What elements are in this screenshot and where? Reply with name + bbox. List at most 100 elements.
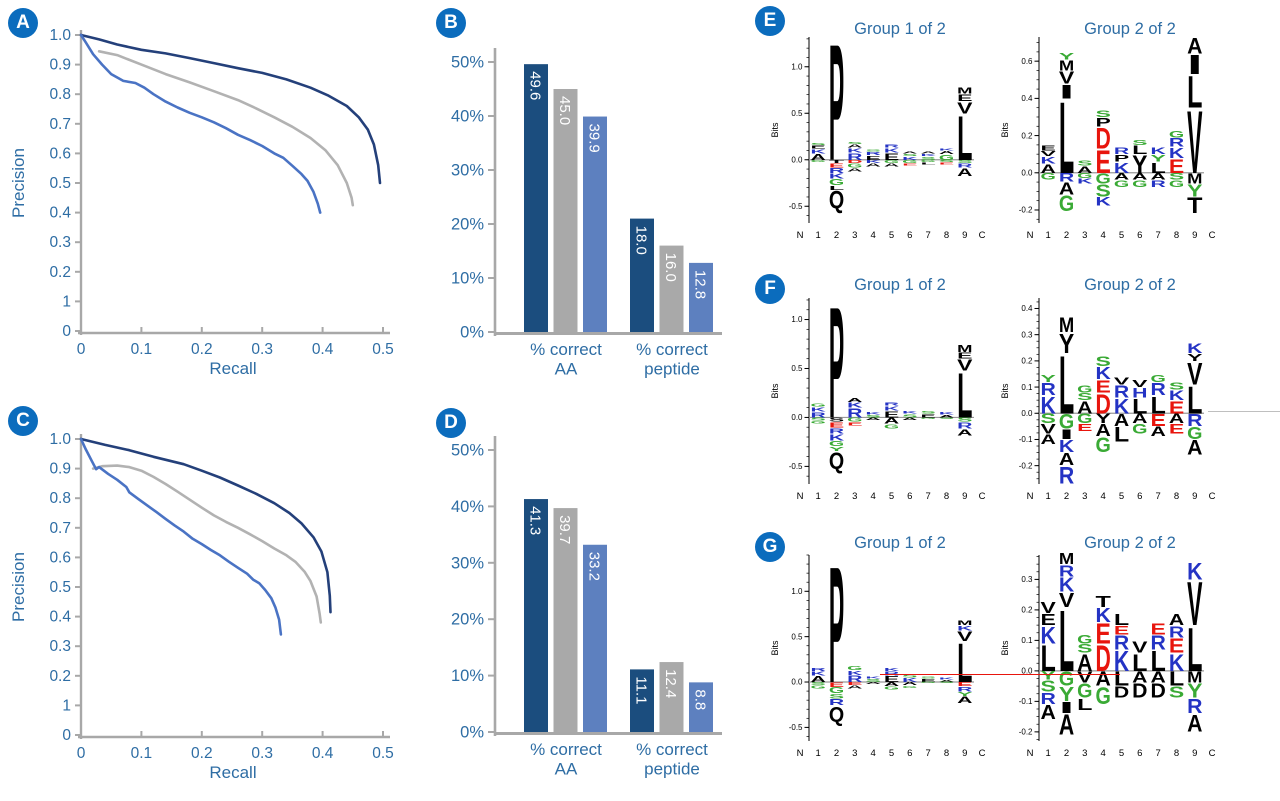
logo-letter: L (1169, 668, 1184, 690)
bar-group-label: % correct (530, 340, 602, 359)
logo-e1-title: Group 1 of 2 (854, 20, 946, 38)
x-position-label: N (1027, 748, 1034, 759)
panel-c-badge-label: C (16, 410, 30, 431)
logo-letter: A (847, 397, 863, 403)
x-tick-label: 0.2 (191, 745, 213, 762)
x-position-label: 1 (1046, 748, 1051, 759)
logo-letter: L (957, 102, 972, 173)
logo-letter: A (957, 696, 972, 706)
x-position-label: 2 (834, 230, 839, 241)
x-position-label: 1 (1046, 230, 1051, 241)
x-position-label: N (797, 230, 804, 241)
logo-letter: G (921, 682, 936, 684)
logo-letter: R (1059, 171, 1074, 184)
logo-letter: G (1169, 130, 1184, 140)
logo-letter: E (1096, 144, 1111, 180)
logo-letter: V (1041, 150, 1056, 158)
logo-letter: K (1059, 575, 1075, 597)
x-position-label: 4 (1101, 748, 1106, 759)
logo-letter: E (847, 422, 863, 427)
logo-letter: G (884, 686, 899, 691)
logo-letter: K (1096, 605, 1112, 627)
logo-letter: A (866, 163, 882, 168)
y-tick-label: 1.0 (49, 431, 71, 448)
logo-letter: S (921, 156, 937, 161)
x-position-label: 4 (871, 491, 876, 502)
logo-letter: L (1187, 68, 1202, 118)
logo-letter: R (1187, 696, 1203, 718)
x-position-label: 5 (1119, 748, 1124, 759)
bar-value-label: 12.8 (692, 270, 709, 299)
y-tick-label: 0.2 (49, 668, 71, 685)
bits-axis-title: Bits (770, 640, 780, 656)
logo-letter: E (829, 681, 844, 688)
logo-letter: G (811, 159, 826, 162)
logo-letter: P (829, 550, 844, 717)
y-tick-label: 0.2 (49, 264, 71, 281)
logo-letter: G (847, 163, 862, 169)
logo-letter: T (1096, 593, 1111, 611)
x-position-label: 9 (962, 230, 967, 241)
logo-letter: V (1077, 668, 1092, 686)
y-tick-label: 1 (62, 697, 71, 714)
logo-letter: K (902, 678, 918, 684)
logo-letter: E (884, 152, 899, 162)
x-position-label: 1 (816, 748, 821, 759)
logo-letter: K (866, 676, 882, 679)
x-position-label: 9 (962, 491, 967, 502)
bar-group-label: AA (555, 760, 578, 779)
logo-letter: A (957, 428, 972, 438)
logo-letter: L (1132, 144, 1147, 157)
y-tick-label: 1.0 (791, 587, 803, 596)
x-position-label: 3 (852, 491, 857, 502)
x-position-label: C (979, 491, 986, 502)
logo-letter: R (1187, 410, 1203, 429)
x-position-label: 7 (1156, 748, 1161, 759)
logo-letter: V (957, 357, 972, 374)
logo-letter: Y (1059, 51, 1075, 61)
y-tick-label: 0.4 (1021, 94, 1033, 103)
y-tick-label: 0.1 (1021, 383, 1033, 392)
bits-axis-title: Bits (1000, 122, 1010, 138)
logo-letter: S (866, 149, 881, 152)
bar-group-label: peptide (644, 760, 700, 779)
panel-c-badge: C (8, 406, 38, 436)
logo-letter: A (811, 153, 826, 162)
logo-letter: E (866, 155, 882, 161)
logo-letter: M (1059, 550, 1074, 568)
logo-letter: A (1059, 179, 1074, 198)
logo-letter: L (1187, 378, 1202, 422)
x-position-label: C (979, 748, 986, 759)
logo-f2-title: Group 2 of 2 (1084, 276, 1176, 294)
x-position-label: 4 (871, 230, 876, 241)
y-tick-label: 0.8 (49, 490, 71, 507)
logo-letter: G (884, 424, 899, 430)
panel-g-badge: G (755, 532, 785, 562)
x-position-label: 3 (1082, 230, 1087, 241)
logo-letter: E (811, 145, 827, 150)
logo-letter: G (811, 685, 826, 690)
logo-letter: Y (1041, 374, 1057, 385)
logo-letter: A (921, 151, 936, 154)
logo-letter: R (1059, 462, 1074, 489)
logo-letter: E (902, 163, 917, 166)
y-tick-label: 1.0 (49, 27, 71, 44)
logo-letter: D (1096, 123, 1111, 156)
logo-letter: E (1169, 422, 1184, 437)
y-tick-label: 0 (62, 727, 71, 744)
y-tick-label: 0.7 (49, 116, 71, 133)
x-tick-label: 0.2 (191, 341, 213, 358)
y-tick-label: 0.0 (791, 678, 803, 687)
y-tick-label: 0.3 (49, 638, 71, 655)
logo-letter: E (957, 682, 973, 688)
logo-letter: K (829, 173, 845, 181)
logo-letter: G (1187, 423, 1202, 442)
x-position-label: 8 (1174, 491, 1179, 502)
logo-letter: K (1041, 156, 1057, 166)
logo-letter: K (1114, 396, 1130, 418)
x-position-label: 5 (889, 748, 894, 759)
logo-letter: K (847, 670, 863, 676)
